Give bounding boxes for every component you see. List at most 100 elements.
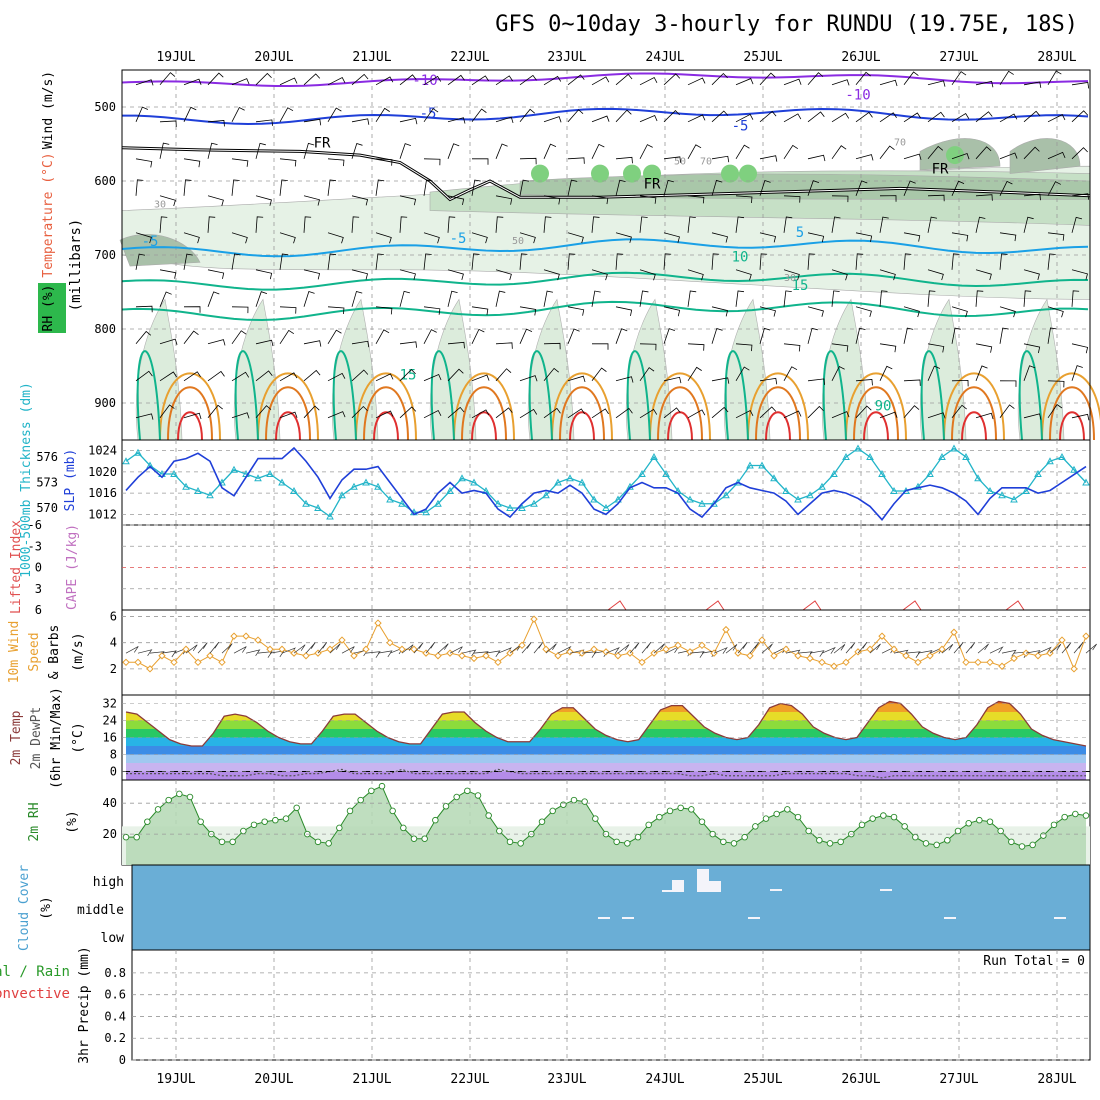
wind-panel: 2 4 6 <box>110 609 1097 696</box>
rh-point <box>613 838 620 846</box>
wind-barb <box>207 291 220 307</box>
wind-barb <box>183 412 202 420</box>
contour-arch <box>853 386 899 441</box>
wind-barb-10m <box>725 644 738 654</box>
wind-speed-point <box>914 658 922 667</box>
wind-barb <box>735 409 754 419</box>
wind-barb <box>615 109 632 123</box>
wind-barb <box>207 339 226 346</box>
wind-barb <box>159 72 176 86</box>
wind-barb <box>735 113 754 123</box>
wind-barb <box>615 328 628 344</box>
wind-speed-point <box>938 645 946 653</box>
wind-barb <box>735 144 750 160</box>
wind-barb <box>999 380 1017 387</box>
contour-arch <box>257 372 319 441</box>
thickness-point <box>134 448 142 456</box>
wind-barb <box>831 216 841 233</box>
date-label-top: 20JUL <box>254 50 293 65</box>
wind-barb <box>615 376 634 383</box>
wind-speed-point <box>674 641 682 650</box>
pressure-tick-label: 700 <box>94 248 116 262</box>
wind-barb <box>711 232 728 243</box>
date-label-top: 27JUL <box>939 50 978 65</box>
wind-barb <box>375 410 394 419</box>
cloud-mark <box>672 880 684 892</box>
wind-barb <box>207 142 218 159</box>
wind-barb <box>375 329 390 344</box>
wind-barb <box>495 143 508 159</box>
contour-freezing-inner <box>121 147 1091 201</box>
rh-patch-west <box>119 233 201 267</box>
wind-barb <box>471 179 481 196</box>
rh-point <box>1061 813 1068 821</box>
wind-barb <box>975 290 984 307</box>
thickness-point <box>854 444 862 452</box>
wind-barb <box>543 216 552 233</box>
wind-speed-point <box>878 632 886 640</box>
wind-barb <box>423 232 440 244</box>
wind-barb <box>663 232 680 243</box>
temp-tick-label: 32 <box>103 697 117 711</box>
wind-barb <box>639 269 656 281</box>
date-label-bottom: 22JUL <box>450 1072 489 1087</box>
wind-speed-point <box>950 628 958 636</box>
wind-barb <box>855 232 873 242</box>
rh-point <box>912 833 919 841</box>
wind-barb <box>279 329 295 345</box>
wind-barb <box>159 216 168 233</box>
wind-barb <box>207 370 225 382</box>
chart-title: GFS 0~10day 3-hourly for RUNDU (19.75E, … <box>495 12 1078 37</box>
wind-barb <box>663 328 675 344</box>
wind-barb <box>807 253 816 270</box>
wind-barb <box>135 79 154 86</box>
contour-label: 30 <box>154 200 166 211</box>
wind-barb <box>951 306 968 318</box>
wind-barb <box>279 411 298 419</box>
thickness-point <box>1046 457 1054 465</box>
contour-arch <box>649 372 711 441</box>
wind-barb <box>903 232 921 242</box>
wind-barb <box>711 179 723 196</box>
wind-barb <box>303 340 322 347</box>
wind-barb <box>303 291 315 307</box>
wind-speed-point <box>410 645 418 653</box>
label-rh-unit: (%) <box>65 810 80 833</box>
thickness-point <box>698 499 706 507</box>
wind-barb <box>1071 290 1080 307</box>
cloud-mark <box>770 889 782 891</box>
wind-barb <box>807 327 818 344</box>
contour-label: 5 <box>796 225 804 241</box>
wind-barb <box>255 72 272 86</box>
wind-barb <box>519 375 538 382</box>
wind-speed-point <box>218 658 226 667</box>
wind-barb <box>1023 110 1041 123</box>
wind-barb <box>471 328 485 344</box>
rh-point <box>901 823 908 830</box>
rh-point <box>976 816 983 824</box>
wind-barb <box>519 157 537 165</box>
cloud-level-label: high <box>93 875 124 890</box>
wind-barb-10m <box>977 643 989 654</box>
wind-barb <box>183 158 201 168</box>
wind-barb-10m <box>821 646 836 654</box>
rh-point <box>346 807 354 815</box>
wind-speed-point <box>830 662 838 670</box>
wind-speed-point <box>758 636 766 644</box>
contour-label: 70 <box>894 137 906 148</box>
wind-barb <box>447 117 466 124</box>
wind-speed-point <box>230 632 238 640</box>
rh-point <box>997 827 1004 835</box>
date-label-bottom: 26JUL <box>841 1072 880 1087</box>
label-2m-dewpt: 2m DewPt <box>29 707 44 770</box>
date-label-top: 21JUL <box>352 50 391 65</box>
thickness-point <box>578 478 586 486</box>
wind-barb <box>783 343 801 352</box>
wind-barb <box>927 145 944 160</box>
wind-barb <box>495 216 504 233</box>
contour-arch <box>1041 372 1100 441</box>
wind-barb <box>927 80 946 87</box>
rh-point <box>656 813 663 821</box>
wind-barb <box>159 269 177 279</box>
